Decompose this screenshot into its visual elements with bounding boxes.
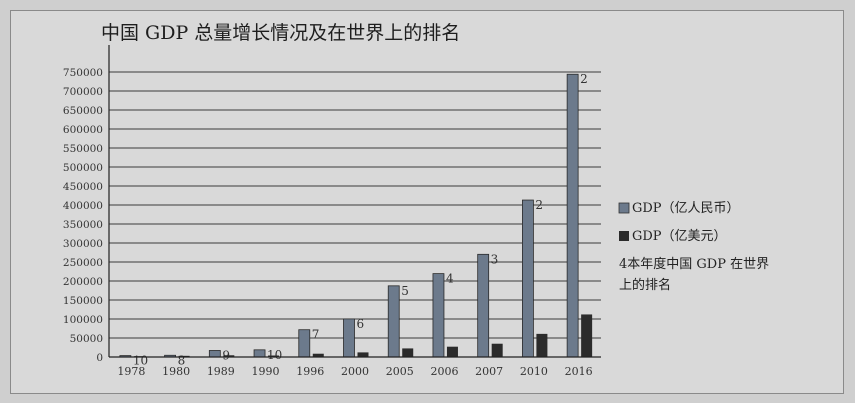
y-tick-label: 500000 bbox=[63, 162, 103, 174]
x-tick-label: 1989 bbox=[207, 365, 235, 378]
rank-label: 5 bbox=[401, 284, 409, 298]
bar-gdp-usd bbox=[446, 346, 458, 357]
y-tick-label: 300000 bbox=[63, 238, 103, 250]
bar-gdp-usd bbox=[581, 314, 593, 357]
rank-label: 10 bbox=[267, 348, 282, 362]
legend: GDP（亿人民币） GDP（亿美元） 4本年度中国 GDP 在世界 上的排名 bbox=[618, 201, 773, 293]
rank-label: 8 bbox=[178, 353, 186, 367]
legend-label-rmb: GDP（亿人民币） bbox=[632, 201, 740, 216]
rank-label: 3 bbox=[491, 252, 499, 266]
y-tick-label: 50000 bbox=[70, 333, 103, 345]
bar-gdp-rmb bbox=[387, 285, 400, 358]
grid-lines bbox=[109, 71, 601, 358]
bar-gdp-rmb bbox=[298, 329, 311, 358]
chart-frame: 中国 GDP 总量增长情况及在世界上的排名 10 8 9 10 7 6 5 4 3 2 2 0 500… bbox=[10, 10, 844, 394]
bar-gdp-rmb bbox=[432, 273, 445, 358]
bar-gdp-usd bbox=[223, 355, 235, 357]
bars bbox=[119, 73, 593, 358]
bar-gdp-usd bbox=[402, 348, 414, 357]
rank-label: 2 bbox=[535, 198, 543, 212]
bar-gdp-rmb bbox=[522, 199, 534, 358]
bar-gdp-usd bbox=[312, 353, 324, 357]
y-axis: 0500001000001500002000002500003000003500… bbox=[63, 45, 601, 364]
y-tick-label: 550000 bbox=[63, 143, 103, 155]
bar-gdp-rmb bbox=[477, 253, 490, 358]
bar-gdp-usd bbox=[268, 355, 280, 357]
rank-label: 4 bbox=[446, 272, 454, 286]
rank-label: 9 bbox=[222, 348, 230, 362]
x-tick-label: 2006 bbox=[430, 365, 458, 378]
rank-label: 2 bbox=[580, 72, 588, 86]
x-tick-label: 2010 bbox=[520, 365, 548, 378]
rank-label: 6 bbox=[357, 317, 365, 331]
y-tick-label: 700000 bbox=[63, 86, 103, 98]
legend-label-usd: GDP（亿美元） bbox=[632, 229, 727, 244]
bar-gdp-usd bbox=[536, 333, 548, 357]
x-tick-label: 2016 bbox=[565, 365, 593, 378]
x-tick-label: 1980 bbox=[162, 365, 190, 378]
bar-gdp-rmb bbox=[566, 73, 579, 358]
legend-swatch-usd bbox=[619, 231, 629, 241]
x-tick-label: 2000 bbox=[341, 365, 369, 378]
legend-label-rank: 4本年度中国 GDP 在世界 上的排名 bbox=[619, 256, 773, 293]
y-tick-label: 100000 bbox=[63, 314, 103, 326]
y-tick-label: 750000 bbox=[63, 67, 103, 79]
x-tick-label: 1990 bbox=[252, 365, 280, 378]
x-tick-label: 1996 bbox=[296, 365, 324, 378]
rank-label: 7 bbox=[312, 328, 320, 342]
legend-swatch-rmb bbox=[618, 202, 630, 214]
y-tick-label: 200000 bbox=[63, 276, 103, 288]
y-tick-label: 450000 bbox=[63, 181, 103, 193]
y-tick-label: 600000 bbox=[63, 124, 103, 136]
bar-gdp-rmb bbox=[253, 349, 266, 358]
y-tick-label: 350000 bbox=[63, 219, 103, 231]
chart-title: 中国 GDP 总量增长情况及在世界上的排名 bbox=[101, 22, 460, 44]
y-tick-label: 250000 bbox=[63, 257, 103, 269]
bar-gdp-usd bbox=[357, 352, 369, 357]
x-tick-label: 1978 bbox=[117, 365, 145, 378]
x-axis: 1978 1980 1989 1990 1996 2000 2005 2006 2007 2010… bbox=[117, 365, 592, 378]
bar-gdp-usd bbox=[491, 343, 503, 357]
bar-gdp-rmb bbox=[208, 350, 221, 358]
y-tick-label: 400000 bbox=[63, 200, 103, 212]
x-tick-label: 2007 bbox=[475, 365, 503, 378]
x-tick-label: 2005 bbox=[386, 365, 414, 378]
y-tick-label: 650000 bbox=[63, 105, 103, 117]
y-tick-label: 0 bbox=[96, 352, 103, 364]
bar-gdp-rmb bbox=[343, 318, 355, 358]
y-tick-label: 150000 bbox=[63, 295, 103, 307]
